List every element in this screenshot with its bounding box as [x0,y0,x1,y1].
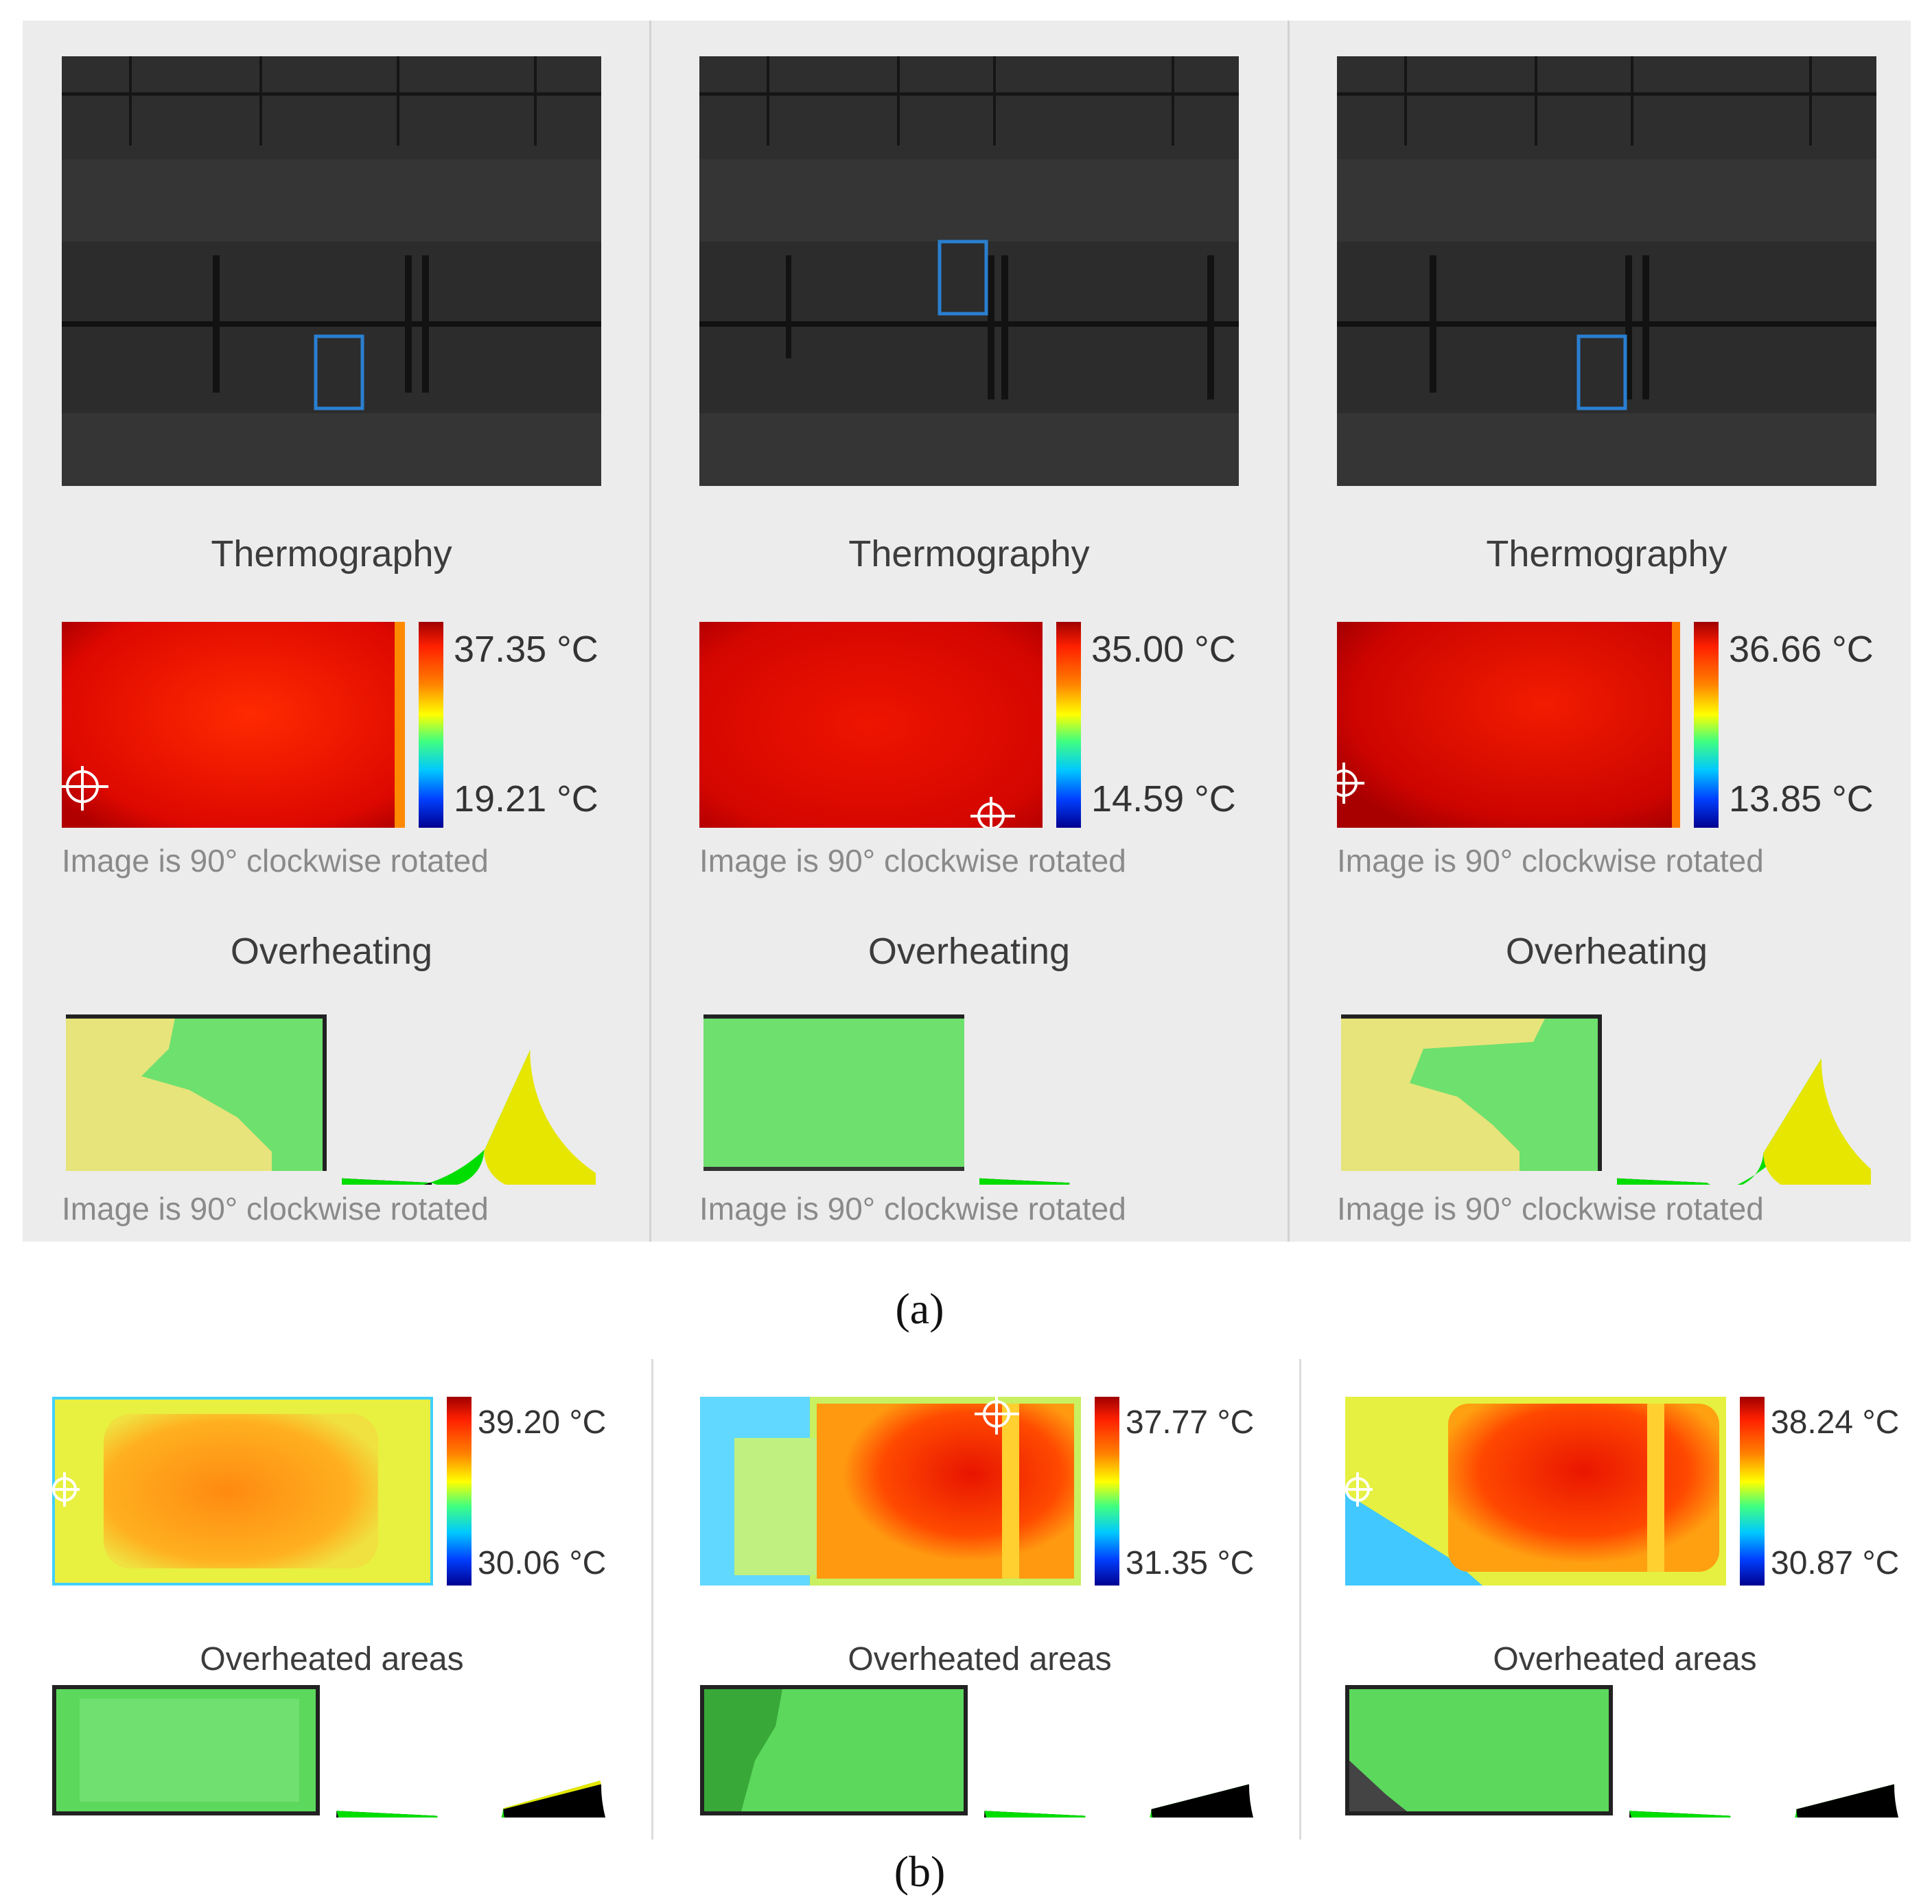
panel-a-column-1: Thermography 37.35 °C 19.21 °C Image is … [23,21,651,1242]
gauge-normal-segment [342,1049,531,1185]
thermography-image [62,622,405,828]
rotation-note: Image is 90° clockwise rotated [62,1191,489,1227]
overheating-map [700,1685,968,1815]
selection-box[interactable] [314,334,364,410]
rotation-note: Image is 90° clockwise rotated [1337,1191,1764,1227]
overheating-gauge [342,1049,596,1185]
crosshair-icon [975,1397,1019,1435]
panel-a-column-2: Thermography 35.00 °C 14.59 °C Image is … [660,21,1288,1242]
thermography-image [699,622,1043,828]
gauge-overheated-segment [503,1780,601,1809]
overheated-areas-gauge [336,1780,605,1818]
rotation-note: Image is 90° clockwise rotated [699,1191,1126,1227]
overheating-title: Overheating [1505,931,1708,972]
column-divider [649,21,651,1242]
min-temperature: 31.35 °C [1126,1545,1255,1581]
gauge-overheated-segment [1763,1058,1871,1185]
overheated-areas-title: Overheated areas [200,1641,464,1677]
color-scale-bar [1694,622,1719,828]
overheated-areas-title: Overheated areas [1493,1641,1757,1677]
overheating-gauge [979,1178,1233,1185]
overheated-areas-gauge [1629,1784,1898,1818]
overheated-areas-title: Overheated areas [848,1641,1112,1677]
crosshair-icon [1345,1472,1373,1507]
selection-box[interactable] [938,240,988,316]
gauge-remainder-segment [1796,1784,1898,1818]
gauge-normal-segment [979,1178,1233,1185]
panel-b-column-2: 37.77 °C 31.35 °C Overheated areas [700,1359,1318,1839]
overheating-map [1345,1685,1613,1815]
gauge-remainder-segment [503,1784,605,1818]
thermography-title: Thermography [211,533,452,574]
color-scale-bar [1095,1397,1119,1586]
el-camera-image [699,56,1239,486]
caption-a: (a) [895,1284,944,1333]
panel-a-column-3: Thermography 36.66 °C 13.85 °C Image is … [1298,21,1926,1242]
overheating-gauge [1617,1058,1871,1185]
el-camera-image [62,56,601,486]
color-scale-bar [1056,622,1081,828]
min-temperature: 19.21 °C [454,778,598,820]
overheating-map [52,1685,320,1815]
min-temperature: 30.06 °C [478,1545,607,1581]
overheated-areas-gauge [984,1784,1253,1818]
color-scale-bar [1740,1397,1765,1586]
crosshair-icon [52,1472,80,1507]
max-temperature: 37.35 °C [454,629,598,670]
max-temperature: 38.24 °C [1771,1404,1900,1441]
el-camera-image [1337,56,1876,486]
rotation-note: Image is 90° clockwise rotated [62,843,489,879]
color-scale-bar [419,622,443,828]
crosshair-icon [62,766,108,811]
min-temperature: 14.59 °C [1091,778,1236,820]
overheating-map [66,1014,327,1171]
min-temperature: 30.87 °C [1771,1545,1900,1581]
rotation-note: Image is 90° clockwise rotated [699,843,1126,879]
selection-box[interactable] [1576,334,1627,410]
max-temperature: 36.66 °C [1729,629,1874,670]
gauge-remainder-segment [1151,1784,1253,1818]
max-temperature: 35.00 °C [1091,629,1236,670]
column-divider [1299,1359,1301,1839]
crosshair-icon [970,797,1015,828]
thermography-title: Thermography [1486,533,1727,574]
panel-a: Thermography 37.35 °C 19.21 °C Image is … [23,21,1911,1242]
rotation-note: Image is 90° clockwise rotated [1337,843,1764,879]
overheating-map [703,1014,964,1171]
panel-b-column-1: 39.20 °C 30.06 °C Overheated areas [52,1359,670,1839]
color-scale-bar [447,1397,472,1586]
min-temperature: 13.85 °C [1729,778,1874,820]
column-divider [1288,21,1290,1242]
thermography-image [1345,1397,1726,1586]
max-temperature: 37.77 °C [1126,1404,1255,1441]
thermography-image [1337,622,1680,828]
column-divider [651,1359,653,1839]
thermography-image [700,1397,1081,1586]
max-temperature: 39.20 °C [478,1404,607,1441]
crosshair-icon [1337,763,1364,804]
thermography-title: Thermography [848,533,1090,574]
panel-b-column-3: 38.24 °C 30.87 °C Overheated areas [1345,1359,1932,1839]
overheating-title: Overheating [230,931,433,972]
caption-b: (b) [894,1847,946,1896]
overheating-title: Overheating [868,931,1071,972]
overheating-map [1341,1014,1602,1171]
thermography-image [52,1397,433,1586]
gauge-overheated-segment [484,1049,596,1185]
